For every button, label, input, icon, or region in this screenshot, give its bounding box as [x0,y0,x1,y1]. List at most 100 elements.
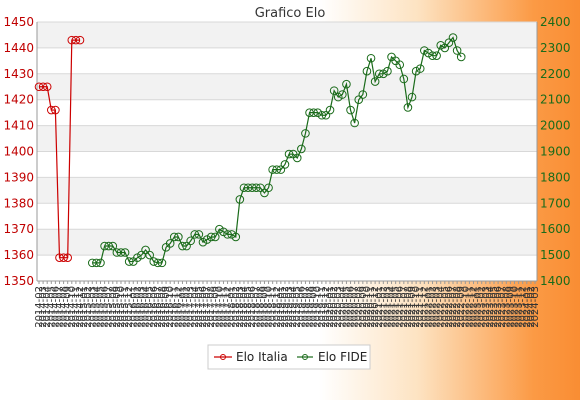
x-axis-tick-label: 2023-01 [473,286,484,328]
elo-fide-point [415,64,425,73]
elo-fide-point [325,105,335,115]
x-axis-tick-label: 2022-02 [428,286,439,328]
grid-band [37,73,537,100]
x-axis-tick-label: 2022-01 [423,286,434,328]
x-axis-tick-label: 2019-08 [305,286,316,328]
x-axis-tick-label: 2017-01 [177,286,188,328]
elo-fide-point [186,236,195,246]
x-axis-tick-label: 2022-05 [440,286,451,328]
legend-marker-elo-italia [220,354,226,360]
elo-italia-point [63,253,72,262]
x-axis-tick-label: 2024-03 [530,286,541,328]
x-axis-tick-label: 2020-09 [358,286,369,328]
x-axis-tick-label: 2023-11 [514,286,525,328]
x-axis-tick-label: 2014-05 [46,286,57,328]
elo-fide-point [182,241,191,251]
elo-fide-point [272,165,282,174]
x-axis-tick-label: 2014-12 [75,286,86,328]
elo-fide-point [116,248,126,257]
x-axis-tick-label: 2020-01 [325,286,336,328]
elo-fide-point [280,160,290,169]
elo-fide-point [444,38,454,48]
x-axis-tick-label: 2014-06 [50,286,61,328]
x-axis-tick-label: 2023-06 [493,286,504,328]
x-axis-tick-label: 2021-10 [411,286,422,328]
legend-label-elo-italia[interactable]: Elo Italia [236,350,288,364]
right-axis-tick-label: 2400 [540,15,571,29]
x-axis-tick-label: 2022-04 [436,286,447,328]
x-axis-tick-label: 2015-07 [104,286,115,328]
x-axis-tick-label: 2019-02 [280,286,291,328]
elo-fide-point [407,92,417,102]
x-axis-tick-label: 2024-01 [522,286,533,328]
x-axis-tick-label: 2015-11 [120,286,131,328]
elo-fide-point [120,248,130,257]
x-axis-tick-label: 2023-12 [518,286,529,328]
x-axis-tick-label: 2019-11 [317,286,328,328]
left-axis-tick-label: 1390 [3,170,34,184]
x-axis-tick-label: 2021-07 [399,286,410,328]
x-axis-tick-label: 2014-08 [59,286,70,328]
x-axis-tick-label: 2015-12 [124,286,135,328]
x-axis-tick-label: 2018-08 [255,286,266,328]
x-axis-tick-label: 2017-10 [214,286,225,328]
left-axis-tick-label: 1370 [3,222,34,236]
elo-fide-point [309,108,318,117]
elo-fide-point [235,195,245,204]
x-axis-tick-label: 2022-09 [456,286,467,328]
x-axis-tick-label: 2021-03 [382,286,393,328]
elo-fide-point [362,66,372,76]
x-axis-tick-label: 2018-10 [264,286,275,328]
x-axis-tick-label: 2016-08 [157,286,168,328]
elo-fide-point [338,90,347,99]
x-axis-tick-label: 2015-02 [83,286,94,328]
elo-fide-point [157,258,167,268]
elo-italia-point [51,105,60,115]
right-axis-tick-label: 1700 [540,196,571,210]
elo-fide-point [141,245,150,255]
elo-fide-point [194,230,204,239]
elo-fide-point [350,118,359,128]
x-axis-tick-label: 2020-08 [354,286,365,328]
elo-fide-point [383,66,392,76]
x-axis-tick-label: 2016-10 [165,286,176,328]
x-axis-tick-label: 2019-09 [309,286,320,328]
x-axis-tick-label: 2020-10 [362,286,373,328]
x-axis-tick-label: 2016-09 [161,286,172,328]
x-axis-tick-label: 2022-03 [432,286,443,328]
x-axis-tick-label: 2022-06 [444,286,455,328]
elo-fide-point [231,232,241,242]
x-axis-tick-label: 2023-09 [505,286,516,328]
elo-italia-point [71,35,81,45]
chart-title: Grafico Elo [255,6,326,21]
elo-fide-point [247,183,257,193]
x-axis-tick-label: 2021-05 [391,286,402,328]
x-axis-tick-label: 2019-06 [296,286,307,328]
x-axis-tick-label: 2020-12 [370,286,381,328]
elo-fide-point [112,248,122,257]
right-axis-tick-label: 1900 [540,145,571,159]
x-axis-tick-label: 2023-10 [510,286,521,328]
left-axis-tick-label: 1380 [3,196,34,210]
x-axis-tick-label: 2016-01 [128,286,139,328]
elo-fide-point [223,230,232,239]
x-axis-tick-label: 2019-04 [288,286,299,328]
x-axis-tick-label: 2016-05 [145,286,156,328]
left-axis-tick-label: 1440 [3,41,34,55]
elo-fide-point [399,74,409,84]
elo-fide-point [317,110,327,120]
x-axis-tick-label: 2023-05 [489,286,500,328]
elo-fide-point [329,86,339,95]
elo-fide-point [456,52,466,62]
right-axis-tick-label: 1400 [540,274,571,288]
x-axis-tick-label: 2021-11 [415,286,426,328]
x-axis-tick-label: 2017-09 [210,286,221,328]
elo-fide-point [190,230,200,239]
legend-label-elo-fide[interactable]: Elo FIDE [318,350,367,364]
elo-fide-point [251,183,261,193]
elo-fide-point [354,95,364,104]
right-axis-tick-label: 2300 [540,41,571,55]
left-axis-tick-label: 1400 [3,145,34,159]
elo-fide-point [403,103,413,112]
x-axis-tick-label: 2016-11 [169,286,180,328]
